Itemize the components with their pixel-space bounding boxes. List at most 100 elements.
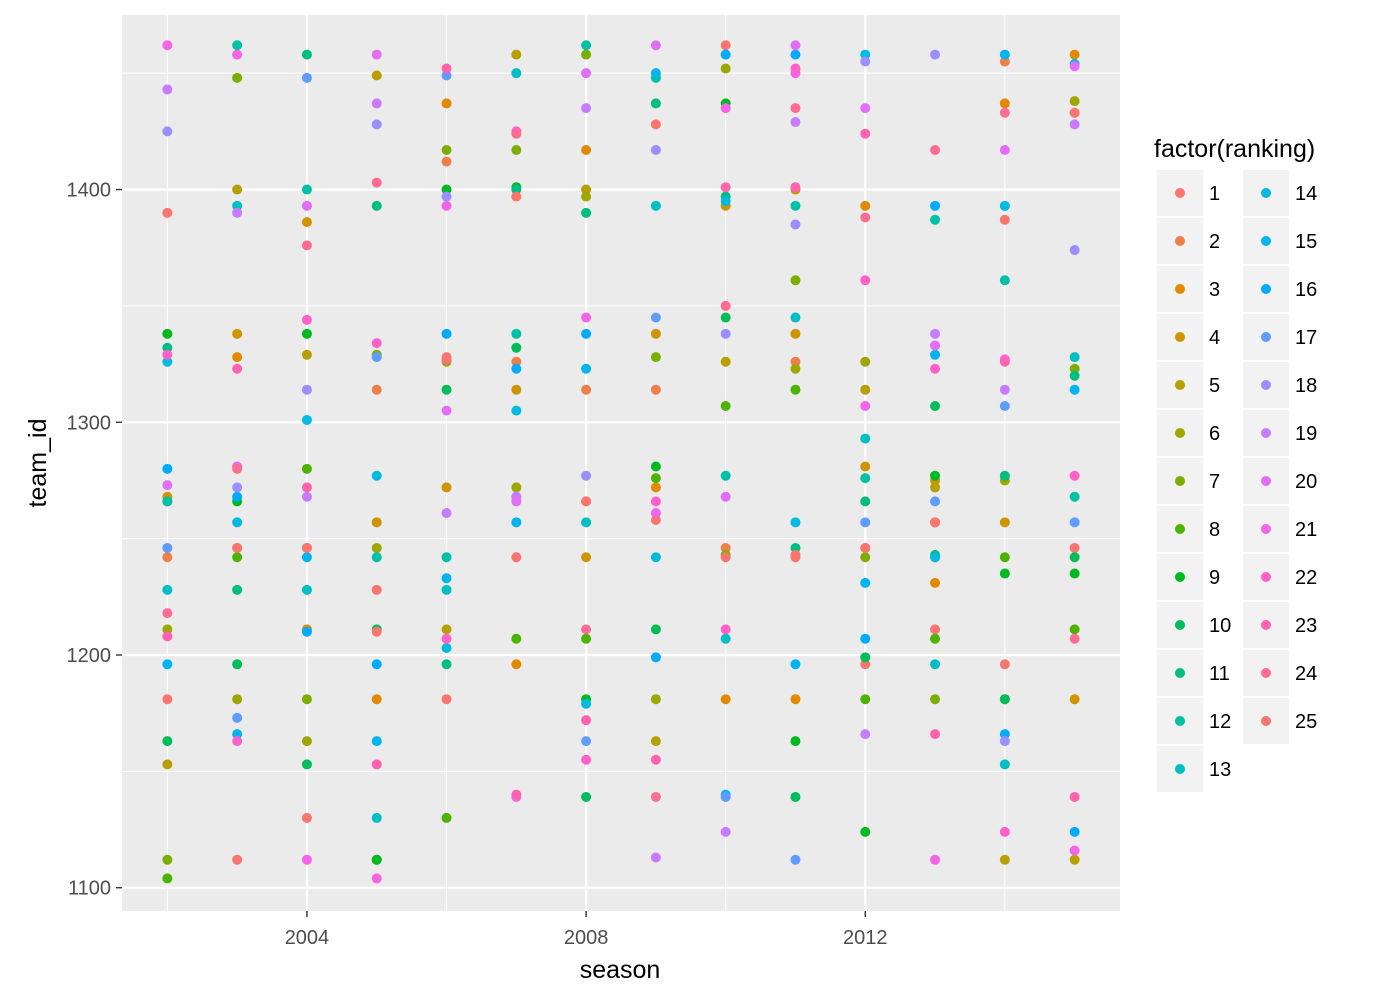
point-ranking-10: [441, 384, 452, 395]
data-points: [162, 40, 1080, 884]
point-ranking-10: [930, 400, 941, 411]
point-ranking-9: [441, 184, 452, 195]
point-ranking-22: [1069, 470, 1080, 481]
point-ranking-12: [860, 473, 871, 484]
point-ranking-21: [162, 40, 173, 51]
legend-key-point: [1261, 284, 1271, 294]
point-ranking-23: [441, 63, 452, 74]
point-ranking-2: [511, 356, 522, 367]
point-ranking-25: [1069, 107, 1080, 118]
point-ranking-24: [790, 103, 801, 114]
point-ranking-1: [232, 854, 243, 865]
legend-key-point: [1261, 668, 1271, 678]
point-ranking-2: [581, 384, 592, 395]
point-ranking-24: [860, 212, 871, 223]
legend-label: 21: [1295, 519, 1317, 541]
point-ranking-19: [441, 508, 452, 519]
legend-key-point: [1261, 380, 1271, 390]
legend-label: 8: [1209, 519, 1220, 541]
point-ranking-20: [790, 40, 801, 51]
point-ranking-8: [720, 400, 731, 411]
point-ranking-15: [999, 49, 1010, 60]
point-ranking-16: [301, 626, 312, 637]
point-ranking-19: [371, 98, 382, 109]
point-ranking-2: [162, 552, 173, 563]
point-ranking-24: [511, 128, 522, 139]
point-ranking-13: [720, 633, 731, 644]
point-ranking-15: [790, 659, 801, 670]
point-ranking-17: [790, 854, 801, 865]
legend-key-point: [1261, 332, 1271, 342]
point-ranking-17: [232, 712, 243, 723]
point-ranking-14: [232, 517, 243, 528]
point-ranking-1: [999, 214, 1010, 225]
legend-label: 18: [1295, 375, 1317, 397]
point-ranking-13: [232, 200, 243, 211]
point-ranking-8: [650, 473, 661, 484]
legend-label: 6: [1209, 423, 1220, 445]
point-ranking-1: [441, 694, 452, 705]
point-ranking-8: [441, 812, 452, 823]
legend-label: 15: [1295, 231, 1317, 253]
point-ranking-8: [162, 873, 173, 884]
point-ranking-18: [441, 191, 452, 202]
point-ranking-4: [301, 217, 312, 228]
legend-label: 5: [1209, 375, 1220, 397]
point-ranking-18: [301, 384, 312, 395]
legend-key-point: [1175, 476, 1185, 486]
point-ranking-9: [371, 854, 382, 865]
point-ranking-12: [511, 328, 522, 339]
point-ranking-18: [162, 126, 173, 137]
point-ranking-13: [301, 584, 312, 595]
point-ranking-12: [790, 200, 801, 211]
point-ranking-22: [720, 624, 731, 635]
point-ranking-23: [371, 759, 382, 770]
legend-label: 9: [1209, 567, 1220, 589]
point-ranking-17: [371, 352, 382, 363]
point-ranking-9: [860, 826, 871, 837]
point-ranking-21: [650, 508, 661, 519]
point-ranking-8: [301, 463, 312, 474]
point-ranking-22: [232, 736, 243, 747]
legend-key-point: [1175, 572, 1185, 582]
point-ranking-22: [650, 496, 661, 507]
point-ranking-24: [581, 624, 592, 635]
point-ranking-10: [301, 759, 312, 770]
y-tick-label: 1200: [67, 645, 112, 667]
point-ranking-15: [581, 363, 592, 374]
point-ranking-13: [930, 659, 941, 670]
point-ranking-2: [720, 542, 731, 553]
point-ranking-19: [301, 491, 312, 502]
point-ranking-12: [999, 275, 1010, 286]
point-ranking-12: [581, 40, 592, 51]
point-ranking-2: [999, 56, 1010, 67]
point-ranking-21: [720, 103, 731, 114]
point-ranking-12: [930, 214, 941, 225]
legend-key-point: [1261, 188, 1271, 198]
point-ranking-4: [650, 328, 661, 339]
point-ranking-23: [999, 356, 1010, 367]
point-ranking-24: [301, 240, 312, 251]
point-ranking-18: [232, 482, 243, 493]
point-ranking-15: [441, 573, 452, 584]
point-ranking-23: [860, 128, 871, 139]
point-ranking-13: [581, 517, 592, 528]
point-ranking-22: [999, 826, 1010, 837]
plot-panel: [122, 15, 1120, 911]
point-ranking-14: [162, 356, 173, 367]
point-ranking-10: [650, 624, 661, 635]
x-tick-label: 2008: [564, 927, 609, 949]
point-ranking-14: [371, 470, 382, 481]
point-ranking-5: [371, 70, 382, 81]
point-ranking-20: [860, 103, 871, 114]
point-ranking-5: [162, 759, 173, 770]
point-ranking-24: [999, 107, 1010, 118]
point-ranking-15: [860, 577, 871, 588]
point-ranking-23: [301, 482, 312, 493]
point-ranking-25: [441, 352, 452, 363]
point-ranking-5: [232, 184, 243, 195]
x-axis-title: season: [580, 956, 661, 984]
point-ranking-11: [511, 184, 522, 195]
point-ranking-21: [1069, 845, 1080, 856]
